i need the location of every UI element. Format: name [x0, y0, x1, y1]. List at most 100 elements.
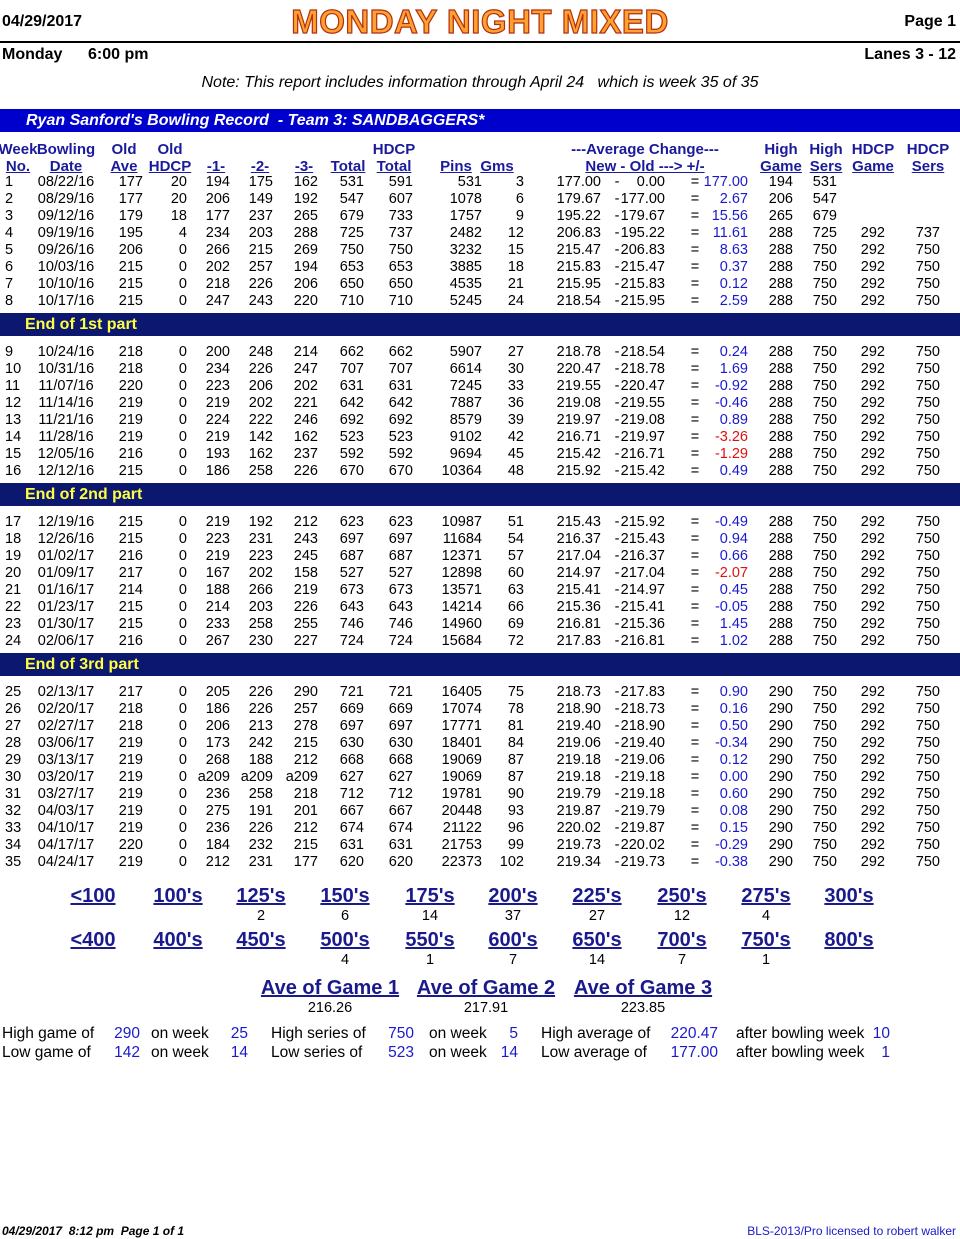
cell: 750 — [915, 412, 940, 428]
cell: 205 — [205, 684, 230, 700]
cell: 215.95 — [556, 276, 601, 292]
separator: = — [690, 718, 700, 734]
cell: 290 — [768, 837, 793, 853]
cell: 592 — [388, 446, 413, 462]
range-count: 1 — [761, 952, 771, 968]
cell: 0.37 — [719, 259, 748, 275]
cell: 29 — [5, 752, 22, 768]
column-header: HDCP — [851, 141, 895, 158]
cell: 750 — [915, 565, 940, 581]
cell: 292 — [860, 242, 885, 258]
summary-label: on week — [151, 1025, 209, 1042]
separator: = — [690, 225, 700, 241]
cell: -0.29 — [714, 837, 748, 853]
cell: 267 — [205, 633, 230, 649]
cell: 750 — [812, 361, 837, 377]
cell: 667 — [388, 803, 413, 819]
cell: 292 — [860, 395, 885, 411]
cell: 0 — [178, 412, 187, 428]
cell: 193 — [205, 446, 230, 462]
cell: 25 — [5, 684, 22, 700]
cell: 750 — [915, 548, 940, 564]
cell: 217.04 — [556, 548, 601, 564]
cell: 13571 — [441, 582, 482, 598]
cell: 750 — [915, 854, 940, 870]
cell: 288 — [768, 293, 793, 309]
cell: 653 — [388, 259, 413, 275]
cell: 218 — [205, 276, 230, 292]
cell: 750 — [812, 616, 837, 632]
cell: 215.36 — [556, 599, 601, 615]
cell: 288 — [768, 395, 793, 411]
cell: 11684 — [442, 531, 482, 547]
cell: 218 — [118, 344, 143, 360]
summary-label: High series of — [271, 1025, 366, 1042]
cell: 627 — [339, 769, 364, 785]
cell: 01/16/17 — [37, 582, 95, 598]
column-header: Old — [111, 141, 137, 158]
separator: - — [614, 412, 620, 428]
cell: 215.41 — [556, 582, 601, 598]
cell: 16405 — [441, 684, 482, 700]
separator: = — [690, 361, 700, 377]
cell: 203 — [248, 599, 273, 615]
cell: 0 — [178, 429, 187, 445]
header-rule — [0, 41, 960, 43]
separator: = — [690, 259, 700, 275]
cell: 206 — [205, 191, 230, 207]
separator: = — [690, 429, 700, 445]
cell: 215.95 — [620, 293, 665, 309]
cell: 81 — [507, 718, 524, 734]
column-header: Sers — [911, 158, 945, 175]
cell: 292 — [860, 837, 885, 853]
cell: 292 — [860, 259, 885, 275]
cell: 243 — [293, 531, 318, 547]
cell: 3 — [515, 174, 524, 190]
separator: - — [614, 429, 620, 445]
cell: 54 — [507, 531, 524, 547]
game-average-value: 216.26 — [307, 1000, 353, 1016]
cell: 292 — [860, 225, 885, 241]
summary-label: on week — [151, 1044, 209, 1061]
cell: 60 — [507, 565, 524, 581]
cell: 642 — [388, 395, 413, 411]
separator: - — [614, 174, 620, 190]
cell: 215.92 — [556, 463, 601, 479]
cell: 17 — [5, 514, 22, 530]
cell: 216 — [118, 548, 143, 564]
cell: 224 — [205, 412, 230, 428]
cell: 220 — [118, 837, 143, 853]
cell: 643 — [339, 599, 364, 615]
cell: 215 — [118, 463, 143, 479]
cell: 0.15 — [719, 820, 748, 836]
cell: 10987 — [441, 514, 482, 530]
cell: 215 — [248, 242, 273, 258]
cell: 162 — [293, 429, 318, 445]
cell: 215 — [118, 599, 143, 615]
separator: = — [690, 701, 700, 717]
cell: 292 — [860, 548, 885, 564]
cell: 219.08 — [620, 412, 665, 428]
cell: 202 — [293, 378, 318, 394]
cell: 219.18 — [556, 769, 601, 785]
cell: 69 — [507, 616, 524, 632]
summary-value: 14 — [230, 1044, 248, 1061]
cell: 724 — [388, 633, 413, 649]
range-label: 800's — [824, 929, 874, 951]
cell: 177 — [293, 854, 318, 870]
cell: 2482 — [449, 225, 482, 241]
cell: 14 — [5, 429, 22, 445]
column-header: Old — [157, 141, 183, 158]
cell: 707 — [388, 361, 413, 377]
cell: 215.43 — [556, 514, 601, 530]
cell: 66 — [507, 599, 524, 615]
column-header: HDCP — [148, 158, 192, 175]
cell: 216.81 — [620, 633, 665, 649]
summary-value: 10 — [872, 1025, 890, 1042]
cell: 57 — [507, 548, 524, 564]
cell: 226 — [248, 701, 273, 717]
cell: 631 — [388, 837, 413, 853]
cell: 45 — [507, 446, 524, 462]
cell: 03/13/17 — [37, 752, 95, 768]
cell: 266 — [248, 582, 273, 598]
